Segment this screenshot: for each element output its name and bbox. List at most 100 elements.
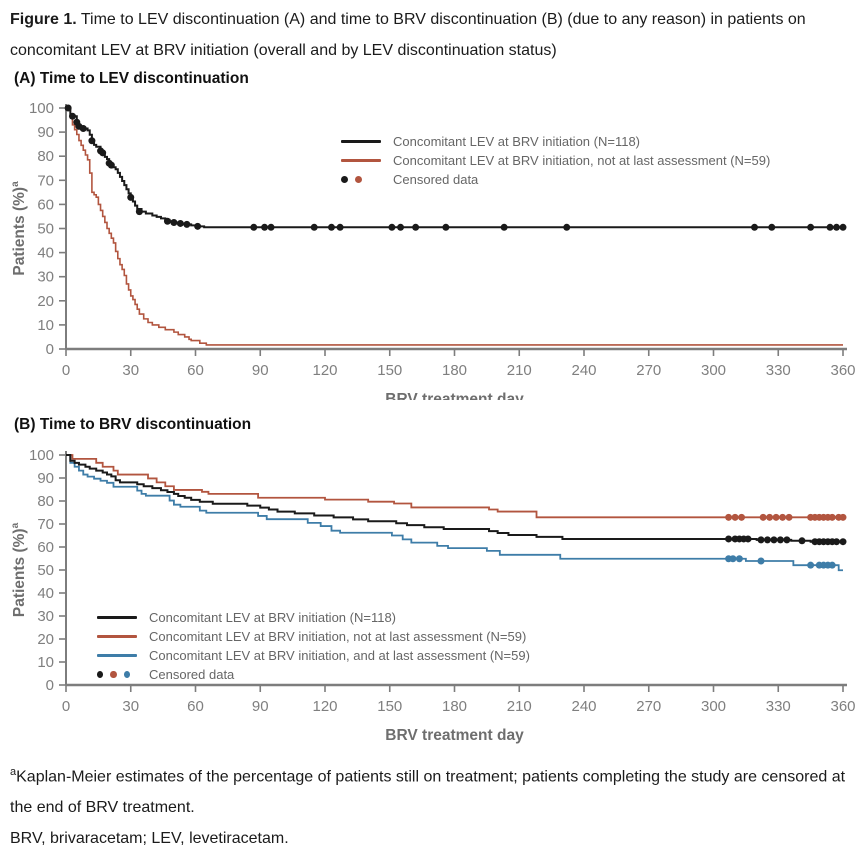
x-tick-label: 330 — [766, 698, 791, 715]
x-tick-label: 0 — [62, 362, 70, 379]
y-tick-label: 20 — [37, 631, 54, 648]
censored-dot — [763, 536, 771, 544]
x-tick-label: 180 — [442, 362, 467, 379]
censored-dot — [563, 223, 571, 231]
y-tick-label: 40 — [37, 585, 54, 602]
legend-line-swatch — [97, 634, 137, 638]
y-tick-label: 0 — [46, 341, 54, 358]
x-tick-label: 240 — [571, 698, 596, 715]
legend-line-icon — [97, 615, 137, 619]
y-tick-label: 80 — [37, 148, 54, 165]
censored-dot-icon — [110, 670, 117, 678]
km-curve — [66, 454, 843, 543]
censored-dot — [729, 555, 737, 563]
y-tick-label: 60 — [37, 539, 54, 556]
y-tick-label: 10 — [37, 317, 54, 334]
x-tick-label: 60 — [187, 362, 204, 379]
censored-dot — [388, 223, 396, 231]
y-tick-label: 20 — [37, 293, 54, 310]
x-tick-label: 270 — [636, 362, 661, 379]
censored-dot — [766, 513, 774, 521]
censored-dot — [68, 112, 76, 120]
censored-dot — [759, 513, 767, 521]
legend-label: Concomitant LEV at BRV initiation, not a… — [393, 152, 771, 168]
legend-item: Concomitant LEV at BRV initiation, not a… — [341, 152, 771, 168]
panel-b-legend: Concomitant LEV at BRV initiation (N=118… — [97, 610, 530, 682]
figure-footnotes: aKaplan-Meier estimates of the percentag… — [10, 757, 856, 850]
footnote-a-superscript: a — [10, 766, 17, 778]
censored-dot — [79, 124, 87, 132]
censored-dot — [731, 513, 739, 521]
censored-dot — [327, 223, 335, 231]
x-tick-label: 240 — [571, 362, 596, 379]
censored-dot — [107, 161, 115, 169]
legend-label: Concomitant LEV at BRV initiation, not a… — [149, 628, 527, 644]
y-tick-label: 100 — [29, 100, 54, 117]
figure-caption: Figure 1. Time to LEV discontinuation (A… — [10, 4, 856, 66]
censored-dot — [828, 561, 836, 569]
y-tick-label: 90 — [37, 470, 54, 487]
y-tick-label: 70 — [37, 516, 54, 533]
censored-dot — [442, 223, 450, 231]
censored-dot — [798, 537, 806, 545]
censored-dot-icon — [355, 175, 362, 183]
censored-dot — [757, 557, 765, 565]
censored-dot — [772, 513, 780, 521]
legend-line-icon — [97, 653, 137, 657]
censored-dot — [163, 217, 171, 225]
y-tick-label: 60 — [37, 196, 54, 213]
panel-a-title: (A) Time to LEV discontinuation — [14, 70, 249, 87]
x-axis-label: BRV treatment day — [385, 391, 524, 400]
legend-line-icon — [341, 158, 381, 162]
censored-dot — [779, 513, 787, 521]
censored-dot — [261, 223, 269, 231]
censored-dot — [99, 149, 107, 157]
legend-censored-dots — [341, 175, 381, 183]
censored-dot — [839, 538, 847, 546]
x-tick-label: 150 — [377, 362, 402, 379]
censored-dot — [127, 193, 135, 201]
censored-dot — [770, 536, 778, 544]
censored-dot — [250, 223, 258, 231]
footnote-a-text: Kaplan-Meier estimates of the percentage… — [10, 768, 846, 817]
censored-marks — [725, 555, 836, 569]
censored-marks — [64, 104, 847, 231]
figure-caption-text: Time to LEV discontinuation (A) and time… — [10, 11, 806, 59]
legend-line-icon — [97, 634, 137, 638]
legend-label: Concomitant LEV at BRV initiation, and a… — [149, 647, 530, 663]
censored-dot — [64, 104, 72, 112]
km-curve — [66, 107, 843, 346]
legend-item: Concomitant LEV at BRV initiation, not a… — [97, 628, 530, 644]
censored-dot-icon — [123, 670, 130, 678]
censored-dot — [751, 223, 759, 231]
censored-dot — [176, 219, 184, 227]
legend-item: Concomitant LEV at BRV initiation, and a… — [97, 647, 530, 663]
censored-dot — [500, 223, 508, 231]
x-tick-label: 30 — [122, 698, 139, 715]
panel-b-title: (B) Time to BRV discontinuation — [14, 416, 252, 433]
panel-a-chart: 0 30 60 90 120 150 180 210 240 270 300 330 360 0 10 20 3… — [0, 90, 860, 408]
y-tick-label: 70 — [37, 172, 54, 189]
x-tick-label: 0 — [62, 698, 70, 715]
censored-dot — [776, 536, 784, 544]
x-tick-label: 180 — [442, 698, 467, 715]
legend-line-swatch — [97, 653, 137, 657]
censored-dot — [170, 218, 178, 226]
censored-dot — [310, 223, 318, 231]
censored-dot — [807, 561, 815, 569]
censored-dot — [725, 535, 733, 543]
km-curve — [66, 454, 843, 572]
censored-dot — [833, 538, 841, 546]
censored-marks — [725, 513, 847, 521]
legend-item: Censored data — [341, 171, 770, 187]
x-tick-label: 120 — [312, 362, 337, 379]
x-tick-label: 270 — [636, 698, 661, 715]
legend-label: Censored data — [393, 171, 479, 187]
x-tick-label: 300 — [701, 362, 726, 379]
censored-dot — [757, 536, 765, 544]
censored-dot — [828, 513, 836, 521]
x-tick-label: 360 — [830, 362, 855, 379]
x-tick-label: 60 — [187, 698, 204, 715]
y-tick-label: 10 — [37, 654, 54, 671]
